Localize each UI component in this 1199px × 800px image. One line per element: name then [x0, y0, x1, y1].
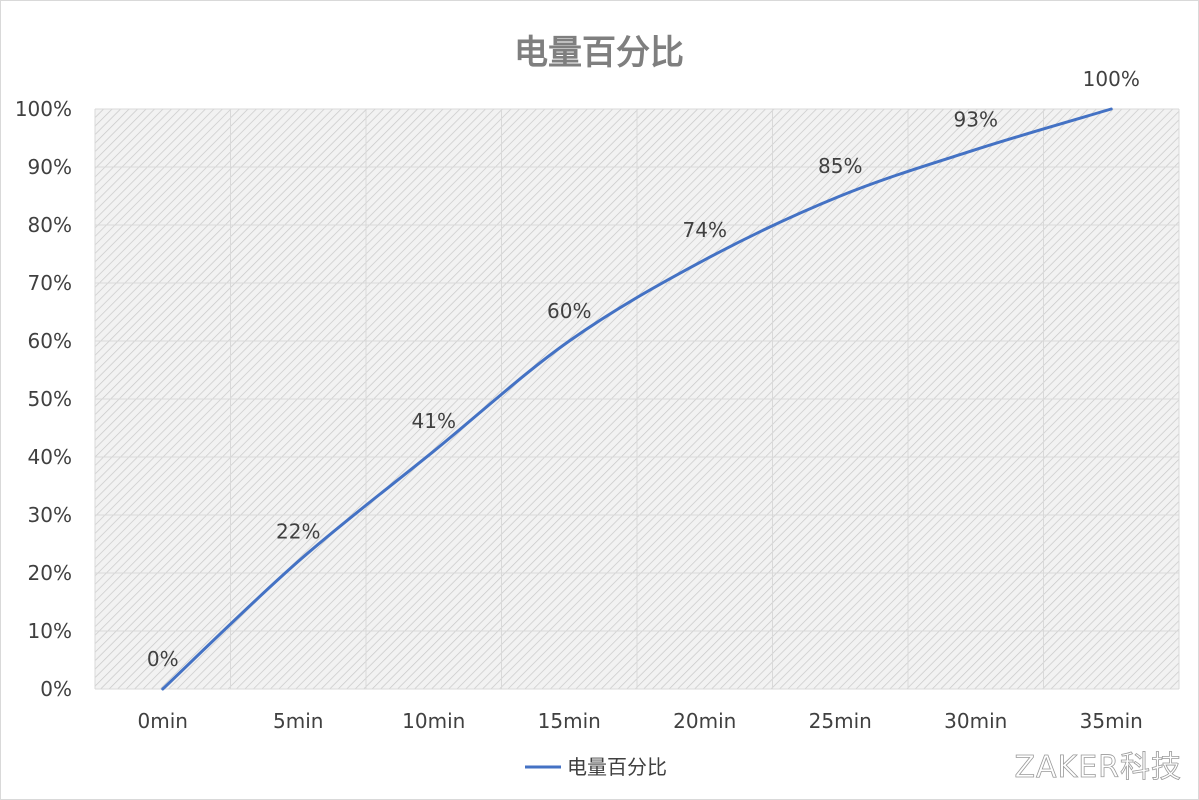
- y-axis-tick-labels: 0% 10% 20% 30% 40% 50% 60% 70% 80% 90% 100%: [15, 97, 72, 701]
- chart-title: 电量百分比: [514, 33, 684, 73]
- data-label: 60%: [547, 299, 591, 323]
- x-tick-label: 20min: [673, 709, 736, 733]
- y-tick-label: 70%: [28, 271, 72, 295]
- x-tick-label: 25min: [809, 709, 872, 733]
- y-tick-label: 20%: [28, 561, 72, 585]
- y-tick-label: 50%: [28, 387, 72, 411]
- data-label: 74%: [683, 218, 727, 242]
- y-tick-label: 10%: [28, 619, 72, 643]
- legend: 电量百分比: [525, 755, 667, 779]
- data-label: 41%: [412, 409, 456, 433]
- data-labels: 0% 22% 41% 60% 74% 85% 93% 100%: [147, 67, 1140, 671]
- x-tick-label: 35min: [1080, 709, 1143, 733]
- x-axis-tick-labels: 0min 5min 10min 15min 20min 25min 30min 35min: [138, 709, 1143, 733]
- series-line: [161, 107, 1113, 691]
- y-tick-label: 90%: [28, 155, 72, 179]
- data-label: 22%: [276, 519, 320, 543]
- x-tick-label: 10min: [402, 709, 465, 733]
- data-label: 0%: [147, 647, 179, 671]
- y-tick-label: 100%: [15, 97, 72, 121]
- data-label: 85%: [818, 154, 862, 178]
- y-tick-label: 80%: [28, 213, 72, 237]
- y-tick-label: 0%: [40, 677, 72, 701]
- y-tick-label: 30%: [28, 503, 72, 527]
- y-tick-label: 60%: [28, 329, 72, 353]
- x-tick-label: 5min: [273, 709, 323, 733]
- data-label: 93%: [954, 108, 998, 132]
- watermark-logo: ZAKER科技: [1014, 750, 1182, 785]
- x-tick-label: 15min: [538, 709, 601, 733]
- x-tick-label: 0min: [138, 709, 188, 733]
- legend-label: 电量百分比: [567, 755, 667, 779]
- y-tick-label: 40%: [28, 445, 72, 469]
- x-tick-label: 30min: [944, 709, 1007, 733]
- data-label: 100%: [1083, 67, 1140, 91]
- gridlines: [94, 108, 1180, 690]
